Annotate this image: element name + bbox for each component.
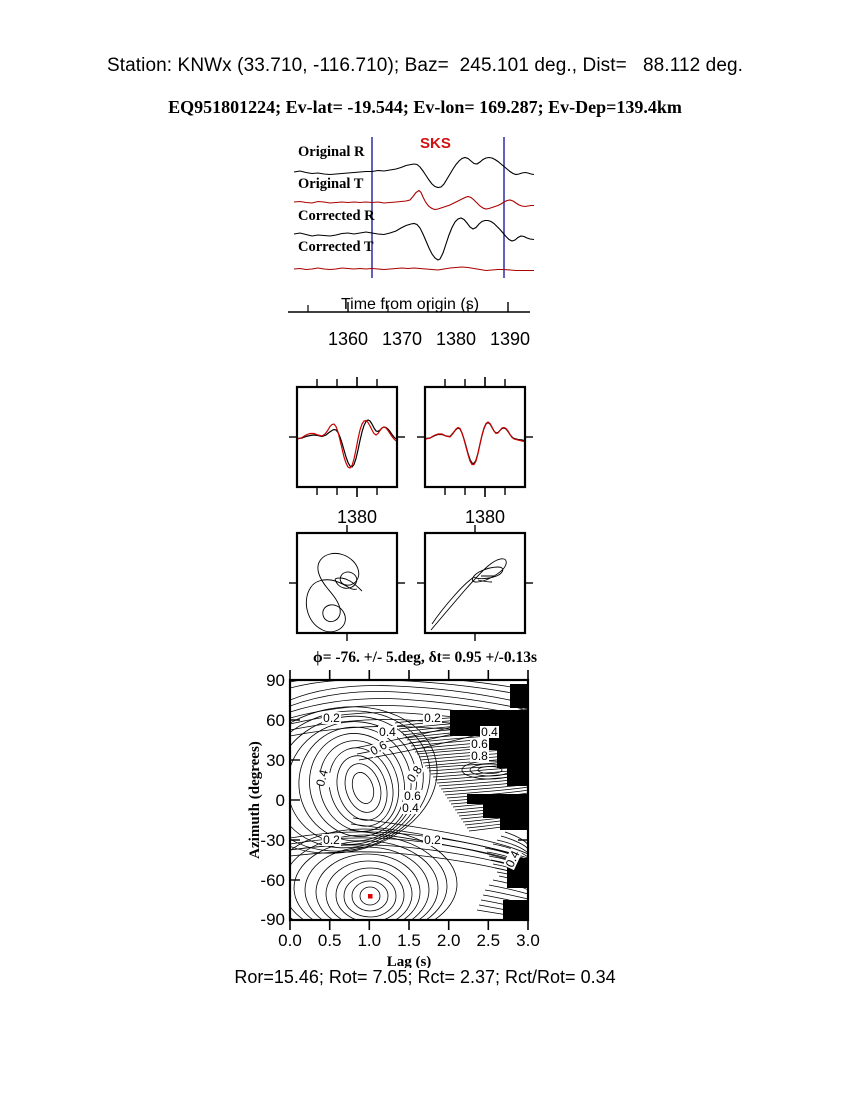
- y-tick-neg30: -30: [260, 831, 285, 850]
- trace-corrected-r: [293, 217, 535, 261]
- contour-label-group: 0.2 0.2 0.4 0.6 0.4 0.6 0.8 0.4: [310, 711, 523, 871]
- contour-plot-title: ϕ= -76. +/- 5.deg, δt= 0.95 +/-0.13s: [313, 649, 537, 666]
- contour-field: [290, 680, 528, 920]
- time-tick-1360: 1360: [328, 329, 368, 349]
- panel-frame: [423, 531, 527, 635]
- contour-label-12: 0.2: [424, 833, 441, 847]
- middle-panels-svg: 1380 1380: [289, 377, 533, 641]
- contour-label-6: 0.8: [471, 749, 488, 763]
- trace-original-r: [293, 156, 535, 189]
- waveform-panel-right-tick-label: 1380: [465, 507, 505, 527]
- contour-minimum-basin: [290, 828, 458, 920]
- trace-label-corrected-t: Corrected T: [298, 239, 374, 255]
- contour-label-5: 0.6: [471, 737, 488, 751]
- contour-right-lens: [461, 760, 519, 780]
- y-tick-90: 90: [266, 671, 285, 690]
- waveform-panel-left-tick-label: 1380: [337, 507, 377, 527]
- panel-ticks: [417, 377, 533, 497]
- statistics-line: Ror=15.46; Rot= 7.05; Rct= 2.37; Rct/Rot…: [234, 967, 616, 987]
- x-tick-2: 1.0: [357, 931, 381, 950]
- panel-frame: [423, 385, 527, 489]
- middle-panels-group: 1380 1380: [285, 375, 540, 645]
- particle-motion-panel-corrected: [417, 525, 533, 641]
- waveform-panel-uncorrected: [289, 377, 405, 497]
- waveform-slow: [425, 421, 525, 466]
- panel-ticks: [417, 525, 533, 641]
- contour-x-ticks: [289, 670, 529, 930]
- contour-label-1: 0.2: [424, 711, 441, 725]
- contour-label-10: 0.4: [402, 801, 419, 815]
- time-tick-1370: 1370: [382, 329, 422, 349]
- particle-motion-curve: [430, 558, 507, 631]
- y-tick-60: 60: [266, 711, 285, 730]
- x-tick-4: 2.0: [437, 931, 461, 950]
- contour-label-11: 0.2: [323, 833, 340, 847]
- contour-upper-sweep: [290, 680, 528, 737]
- x-tick-1: 0.5: [318, 931, 342, 950]
- x-tick-6: 3.0: [516, 931, 540, 950]
- y-tick-30: 30: [266, 751, 285, 770]
- contour-plot: Azimuth (degrees) 90 60 30 0 -30 -60 -90: [245, 668, 565, 970]
- station-info-line: Station: KNWx (33.710, -116.710); Baz= 2…: [106, 55, 744, 76]
- contour-plot-svg: Azimuth (degrees) 90 60 30 0 -30 -60 -90: [247, 670, 540, 970]
- waveform-slow: [297, 419, 397, 469]
- y-tick-0: 0: [276, 791, 285, 810]
- y-axis-label: Azimuth (degrees): [247, 741, 263, 859]
- panel-frame: [295, 531, 399, 635]
- x-axis-label: Lag (s): [387, 954, 432, 968]
- minimum-marker: [368, 894, 373, 899]
- waveform-fast: [297, 419, 397, 468]
- particle-motion-curve: [305, 552, 360, 633]
- trace-label-original-r: Original R: [298, 144, 365, 160]
- panel-ticks: [289, 377, 405, 497]
- contour-y-ticks: [290, 679, 528, 921]
- contour-label-13: 0.4: [503, 848, 523, 869]
- y-tick-neg60: -60: [260, 871, 285, 890]
- y-tick-neg90: -90: [260, 910, 285, 929]
- contour-label-9: 0.6: [404, 789, 421, 803]
- particle-motion-detail: [431, 575, 494, 625]
- particle-motion-detail: [334, 577, 363, 592]
- contour-label-4: 0.4: [481, 725, 498, 739]
- waveform-fast: [425, 421, 525, 465]
- event-info-line: EQ951801224; Ev-lat= -19.544; Ev-lon= 16…: [168, 97, 682, 117]
- sks-phase-label: SKS: [420, 135, 451, 152]
- contour-label-7: 0.4: [313, 768, 331, 788]
- time-axis-title: Time from origin (s): [341, 296, 479, 313]
- x-tick-3: 1.5: [397, 931, 421, 950]
- panel-ticks: [289, 525, 405, 641]
- contour-value-labels: 0.2 0.2 0.4 0.6 0.4 0.6 0.8 0.4: [310, 711, 523, 871]
- contour-label-0: 0.2: [323, 711, 340, 725]
- waveform-panel-corrected: [417, 377, 533, 497]
- x-tick-0: 0.0: [278, 931, 302, 950]
- seismogram-svg: SKS Original R Original T Corrected R Co…: [288, 135, 535, 349]
- seismogram-panel: SKS Original R Original T Corrected R Co…: [280, 130, 540, 360]
- particle-motion-panel-uncorrected: [289, 525, 405, 641]
- contour-label-2: 0.4: [379, 725, 396, 739]
- trace-original-t: [293, 189, 534, 211]
- trace-label-corrected-r: Corrected R: [298, 208, 375, 224]
- trace-corrected-t: [293, 266, 534, 272]
- time-axis-ticks: [307, 302, 509, 312]
- trace-label-original-t: Original T: [298, 176, 364, 192]
- x-tick-5: 2.5: [476, 931, 500, 950]
- panel-frame: [295, 385, 399, 489]
- time-tick-1380: 1380: [436, 329, 476, 349]
- time-tick-1390: 1390: [490, 329, 530, 349]
